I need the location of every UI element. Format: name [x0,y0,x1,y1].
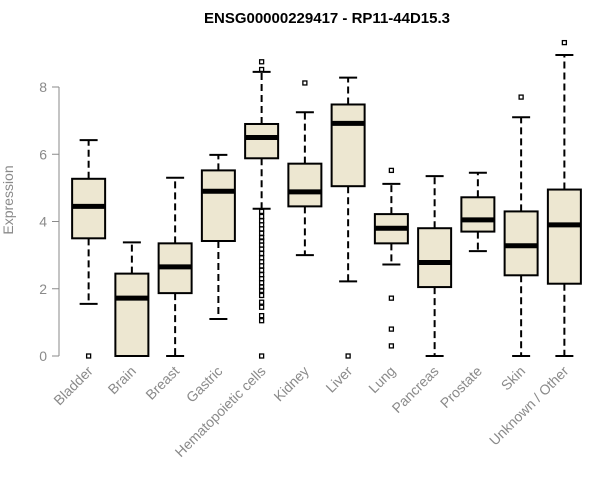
category-label: Prostate [437,363,485,411]
outlier-point [388,343,395,349]
category-label: Bladder [50,363,96,409]
iqr-box [330,103,366,188]
outlier-point [258,353,265,359]
category-label: Lung [365,363,398,396]
outlier-point [388,295,395,301]
iqr-box [460,196,496,233]
outlier-point [561,39,568,46]
box-group [330,76,366,359]
outlier-point [345,353,351,359]
y-axis-label: Expression [0,165,16,234]
box-group [373,167,409,349]
box-group [114,241,150,357]
outlier-point [258,230,265,236]
category-label: Liver [322,363,355,396]
box-group [417,175,453,357]
outlier-point [258,66,265,73]
chart-title: ENSG00000229417 - RP11-44D15.3 [204,10,450,27]
y-tick-label: 8 [39,79,47,95]
box-group [200,153,236,321]
box-group [546,39,582,357]
outlier-point [258,263,265,269]
y-tick-label: 2 [39,281,47,297]
outlier-point [258,312,265,319]
category-label: Pancreas [389,363,442,416]
category-label: Kidney [270,363,312,405]
boxes-layer [71,39,582,359]
iqr-box [546,188,582,285]
outlier-point [258,299,265,305]
outlier-point [258,208,265,215]
box-group [503,94,539,357]
category-label: Skin [498,363,529,394]
box-group [157,176,193,357]
outlier-point [258,246,265,252]
outlier-point [258,213,265,220]
outlier-point [302,80,308,86]
outlier-point [258,226,265,232]
outlier-point [258,304,265,310]
outlier-point [258,267,265,273]
box-group [460,171,496,253]
category-label: Brain [105,363,139,397]
box-group [287,80,323,257]
outlier-point [258,287,265,294]
y-tick-label: 4 [39,214,47,230]
iqr-box [114,272,150,357]
y-tick-label: 6 [39,146,47,162]
category-label: Breast [142,363,182,403]
outlier-point [518,94,524,100]
iqr-box [287,162,323,208]
iqr-box [200,169,236,243]
outlier-point [258,250,265,257]
iqr-box [417,227,453,289]
outlier-point [258,59,265,65]
box-group [71,139,107,359]
iqr-box [244,122,280,160]
outlier-point [388,167,395,174]
box-group [244,59,280,359]
y-tick-label: 0 [39,348,47,364]
outlier-point [258,280,265,286]
outlier-point [85,353,92,359]
outlier-point [388,326,395,332]
y-axis: 0 2 4 6 8 [39,79,60,364]
outlier-point [258,318,265,324]
category-label: Gastric [183,363,226,406]
category-label: Unknown / Other [486,363,572,449]
outlier-point [258,292,265,299]
